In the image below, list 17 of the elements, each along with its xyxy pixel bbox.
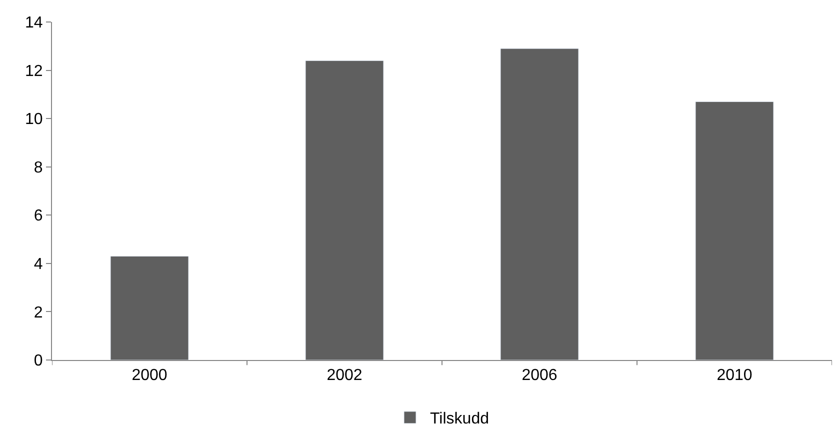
y-tick-label: 2 <box>34 304 43 322</box>
y-tick-label: 4 <box>34 256 43 274</box>
y-tick-label: 0 <box>34 352 43 370</box>
x-tick-label: 2000 <box>132 367 168 384</box>
y-tick-label: 14 <box>25 14 43 32</box>
y-tick-label: 12 <box>25 62 43 80</box>
bar <box>110 256 189 360</box>
x-tick-label: 2002 <box>326 367 362 384</box>
x-tick-label: 2010 <box>716 367 752 384</box>
x-tick-label: 2006 <box>522 367 558 384</box>
legend-label: Tilskudd <box>430 410 489 428</box>
y-tick-label: 6 <box>34 208 43 225</box>
y-tick-label: 8 <box>34 159 43 176</box>
bar <box>305 60 384 360</box>
y-tick-label: 10 <box>25 111 43 128</box>
bar <box>500 48 579 360</box>
bar <box>695 101 774 360</box>
